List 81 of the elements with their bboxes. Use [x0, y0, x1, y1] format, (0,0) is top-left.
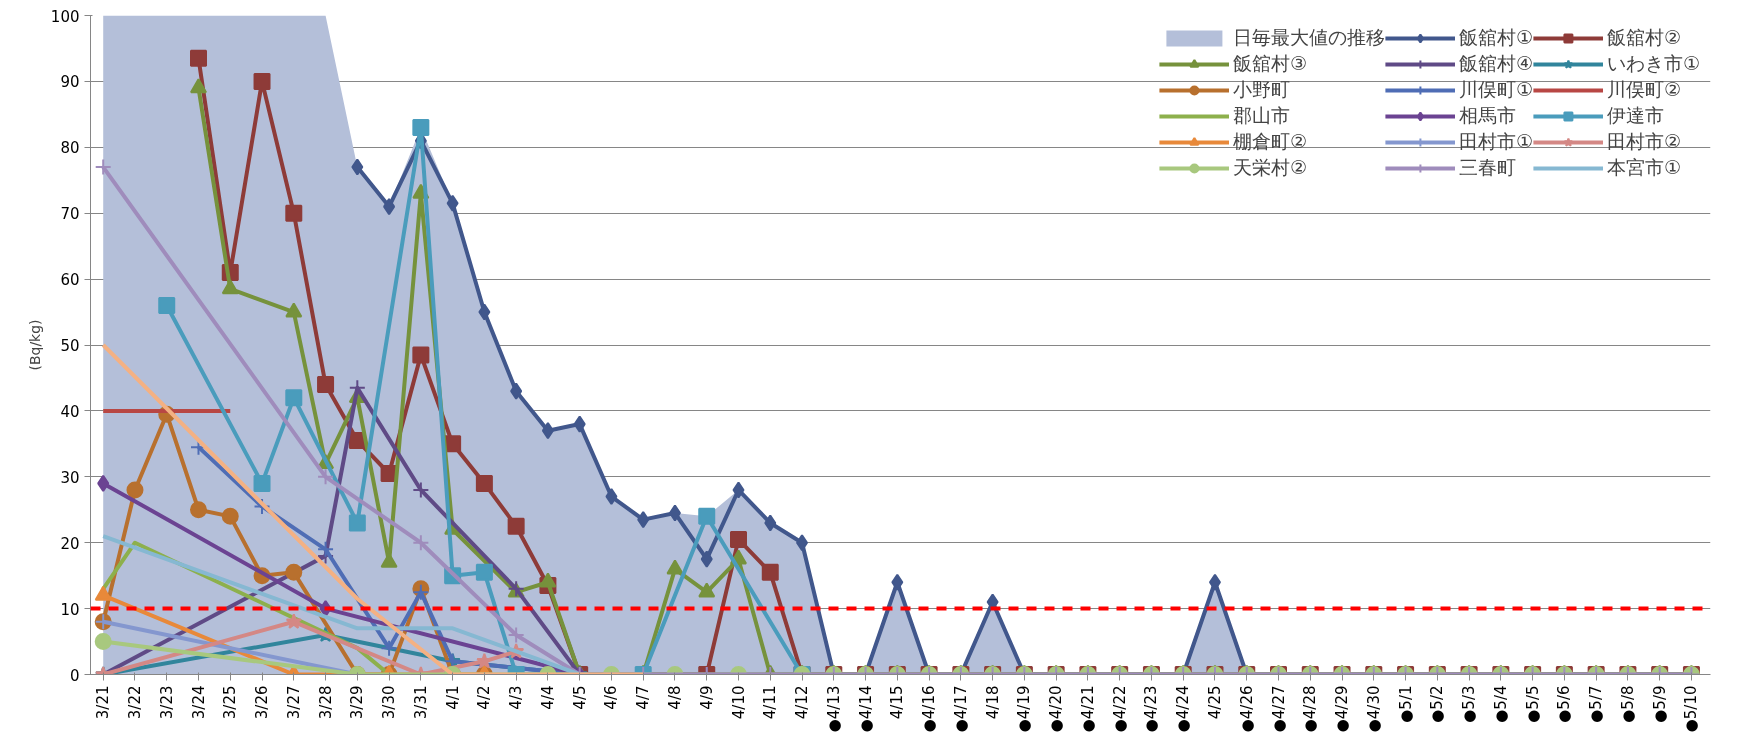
y-tick-label: 10 — [60, 600, 80, 619]
x-tick-label: ●5/2 — [1428, 685, 1447, 723]
y-tick-label: 100 — [50, 7, 80, 26]
x-tick-label: ●4/13 — [824, 685, 843, 733]
y-tick-label: 60 — [60, 271, 80, 290]
x-tick-label: ●4/14 — [856, 685, 875, 733]
y-tick-label: 20 — [60, 534, 80, 553]
x-tick-label: 3/28 — [316, 685, 335, 720]
x-tick-label: ●4/20 — [1047, 685, 1066, 733]
x-tick-label: 4/5 — [570, 685, 589, 710]
legend-label: 天栄村② — [1232, 155, 1307, 180]
x-tick-label: ●4/16 — [920, 685, 939, 733]
x-tick-label: ●4/26 — [1237, 685, 1256, 733]
x-tick-label: ●5/5 — [1523, 685, 1542, 723]
x-tick-label: ●4/30 — [1364, 685, 1383, 733]
legend-label: 飯舘村④ — [1458, 51, 1533, 76]
y-tick-label: 80 — [60, 139, 80, 158]
x-tick-label: ●5/4 — [1491, 685, 1510, 723]
x-tick-label: ●4/28 — [1301, 685, 1320, 733]
x-tick-label: 3/30 — [380, 685, 399, 720]
x-tick-label: 4/10 — [729, 685, 748, 720]
x-tick-label: 4/9 — [697, 685, 716, 710]
x-tick-label: 4/4 — [538, 685, 557, 710]
x-tick-label: 4/1 — [443, 685, 462, 710]
x-tick-label: ●4/21 — [1078, 685, 1097, 733]
legend-label: 郡山市 — [1232, 103, 1290, 128]
x-tick-label: 4/8 — [665, 685, 684, 710]
x-tick-label: ●5/7 — [1587, 685, 1606, 723]
legend-label: 川俣町① — [1458, 77, 1533, 102]
x-tick-label: ●4/22 — [1110, 685, 1129, 733]
x-tick-label: ●5/8 — [1618, 685, 1637, 723]
x-tick-label: 4/7 — [634, 685, 653, 710]
x-tick-label: ●5/9 — [1650, 685, 1669, 723]
legend-label: 飯舘村② — [1606, 25, 1681, 50]
x-tick-label: 4/25 — [1205, 685, 1224, 720]
legend-label: 飯舘村③ — [1232, 51, 1307, 76]
x-tick-label: 4/11 — [761, 685, 780, 720]
x-tick-label: ●4/19 — [1015, 685, 1034, 733]
legend-label: いわき市① — [1606, 51, 1700, 76]
x-tick-label: 4/18 — [983, 685, 1002, 720]
x-tick-label: 3/31 — [411, 685, 430, 720]
legend-label: 相馬市 — [1458, 103, 1516, 128]
x-tick-label: 3/21 — [94, 685, 113, 720]
x-tick-label: 4/2 — [475, 685, 494, 710]
x-tick-label: 3/26 — [253, 685, 272, 720]
legend-label: 日毎最大値の推移 — [1232, 25, 1385, 50]
y-tick-label: 50 — [60, 337, 80, 355]
x-tick-label: ●5/3 — [1460, 685, 1479, 723]
x-tick-label: 3/25 — [221, 685, 240, 720]
x-tick-label: 3/24 — [189, 685, 208, 720]
legend-label: 川俣町② — [1606, 77, 1681, 102]
y-axis-title: (Bq/kg) — [26, 319, 43, 371]
x-tick-label: ●4/23 — [1142, 685, 1161, 733]
legend-label: 田村市② — [1606, 129, 1681, 154]
x-tick-label: 3/27 — [284, 685, 303, 720]
x-tick-label: ●4/24 — [1174, 685, 1193, 733]
y-tick-label: 30 — [60, 468, 80, 487]
x-tick-label: ●4/29 — [1333, 685, 1352, 733]
legend-label: 田村市① — [1458, 129, 1533, 154]
y-tick-label: 40 — [60, 402, 80, 421]
legend-label: 本宮市① — [1606, 155, 1681, 180]
x-tick-label: 3/23 — [157, 685, 176, 720]
x-tick-label: ●5/1 — [1396, 685, 1415, 723]
y-tick-label: 70 — [60, 205, 80, 224]
legend-label: 小野町 — [1232, 77, 1290, 102]
x-tick-label: ●5/10 — [1682, 685, 1701, 733]
legend-label: 飯舘村① — [1458, 25, 1533, 50]
x-tick-label: ●5/6 — [1555, 685, 1574, 723]
x-tick-label: ●4/17 — [951, 685, 970, 733]
x-tick-label: 4/15 — [888, 685, 907, 720]
legend-label: 三春町 — [1458, 155, 1516, 180]
x-tick-label: 4/3 — [507, 685, 526, 710]
legend-label: 伊達市 — [1606, 103, 1664, 128]
y-tick-label: 0 — [69, 666, 80, 685]
y-tick-label: 90 — [60, 73, 80, 92]
x-tick-label: 4/6 — [602, 685, 621, 710]
legend-label: 棚倉町② — [1232, 129, 1307, 154]
x-tick-label: 3/22 — [125, 685, 144, 720]
x-tick-label: 4/12 — [793, 685, 812, 720]
x-tick-label: ●4/27 — [1269, 685, 1288, 733]
x-tick-label: 3/29 — [348, 685, 367, 720]
